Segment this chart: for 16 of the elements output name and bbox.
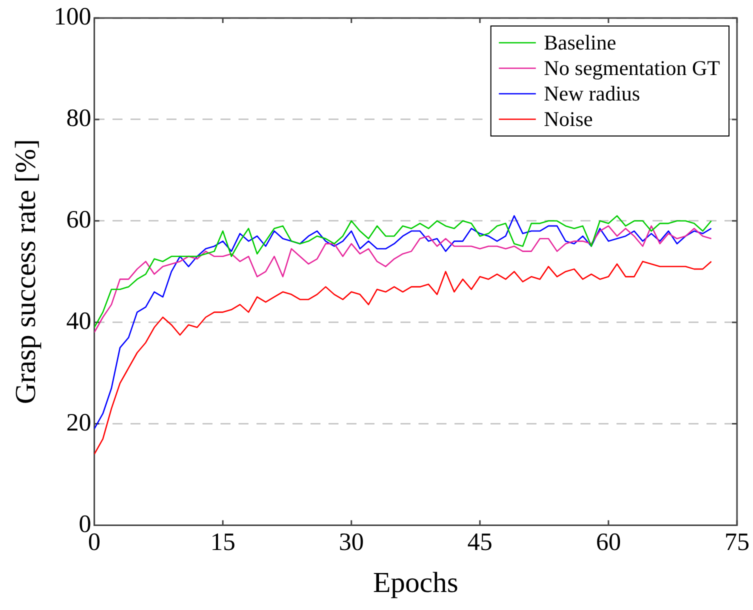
legend-label: New radius (544, 81, 640, 106)
x-axis-title: Epochs (372, 567, 458, 600)
y-tick-label: 40 (66, 308, 92, 335)
y-axis-title: Grasp success rate [%] (10, 139, 42, 404)
y-tick-label: 100 (54, 4, 92, 31)
x-tick-label: 30 (338, 528, 364, 556)
y-tick-label: 80 (66, 105, 92, 132)
x-tick-label: 60 (596, 528, 621, 556)
y-tick-label: 20 (66, 409, 92, 436)
x-tick-label: 45 (467, 528, 492, 556)
x-tick-label: 75 (724, 528, 750, 556)
legend-label: No segmentation GT (544, 56, 720, 80)
y-tick-label: 60 (66, 206, 92, 234)
legend-label: Baseline (544, 30, 616, 54)
x-tick-label: 15 (210, 528, 236, 556)
legend-label: Noise (544, 106, 593, 131)
